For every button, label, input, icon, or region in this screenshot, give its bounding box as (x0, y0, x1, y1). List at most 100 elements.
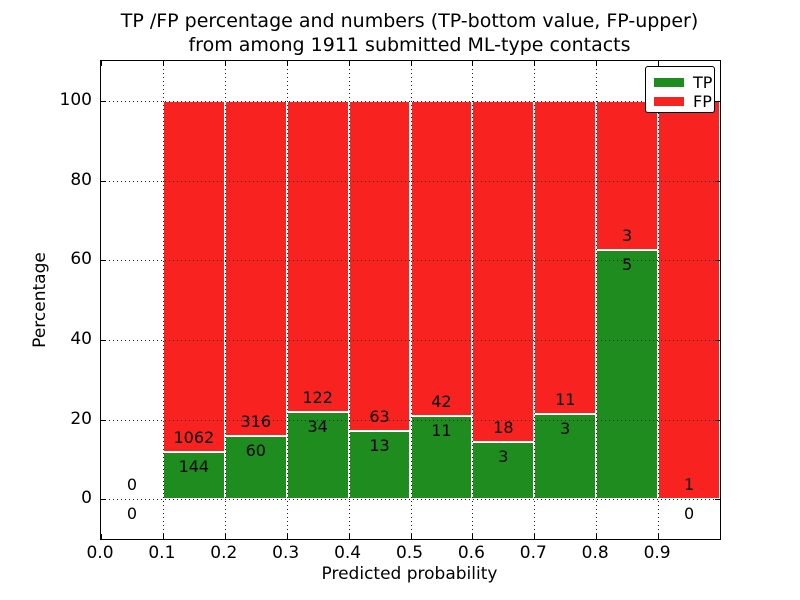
y-tick-label: 40 (70, 328, 92, 349)
fp-bar-segment (286, 100, 349, 413)
fp-bar-segment (472, 100, 535, 443)
x-tick-mark-bottom (101, 534, 102, 539)
x-tick-label: 0.7 (519, 543, 547, 563)
plot-area: 0 0 1062 144 316 60 122 34 63 13 42 11 18 3 11 3 3 5 1 0 (100, 60, 721, 540)
fp-count-label: 316 (240, 411, 272, 431)
x-tick-mark-top (596, 61, 598, 66)
tp-count-label: 3 (498, 447, 509, 467)
tp-count-label: 144 (178, 456, 210, 476)
y-tick-mark-right (715, 499, 720, 501)
x-tick-label: 0.9 (643, 543, 671, 563)
y-tick-label: 60 (70, 249, 92, 270)
x-gridline (658, 61, 660, 539)
x-gridline (472, 61, 474, 539)
tp-legend-label: TP (693, 72, 713, 92)
tp-bar-segment (224, 435, 287, 500)
fp-count-label: 1062 (173, 427, 215, 447)
fp-bar-segment (348, 100, 411, 432)
x-tick-label: 0.1 (148, 543, 176, 563)
x-tick-mark-bottom (472, 534, 474, 539)
x-gridline (286, 61, 288, 539)
fp-legend-swatch (654, 97, 684, 106)
x-gridline (534, 61, 536, 539)
tp-count-label: 5 (622, 255, 633, 275)
x-tick-mark-top (286, 61, 288, 66)
legend: TP FP (645, 66, 715, 113)
tp-bar-segment (348, 431, 411, 500)
fp-count-label: 122 (302, 388, 333, 408)
legend-item-fp: FP (654, 92, 714, 111)
fp-bar-segment (162, 100, 225, 452)
y-tick-mark-right (715, 100, 720, 102)
y-tick-label: 100 (59, 89, 92, 110)
x-axis-label: Predicted probability (321, 564, 498, 584)
fp-legend-label: FP (693, 91, 712, 111)
x-gridline (596, 61, 598, 539)
tp-count-label: 13 (369, 436, 390, 456)
x-gridline (224, 61, 226, 539)
x-gridline (410, 61, 412, 539)
chart-title-line1: TP /FP percentage and numbers (TP-bottom… (120, 10, 699, 32)
x-tick-label: 0.8 (581, 543, 609, 563)
x-tick-mark-top (658, 61, 660, 66)
x-tick-label: 0.2 (210, 543, 238, 563)
x-tick-label: 0.3 (272, 543, 300, 563)
y-tick-mark-left (101, 180, 106, 182)
tp-count-label: 0 (683, 504, 695, 524)
x-tick-mark-bottom (596, 534, 598, 539)
y-tick-mark-right (715, 419, 720, 421)
x-tick-mark-top (224, 61, 226, 66)
y-tick-label: 80 (70, 169, 92, 190)
y-tick-mark-left (101, 419, 106, 421)
fp-bar-segment (534, 100, 597, 414)
x-tick-mark-top (101, 61, 102, 66)
fp-count-label: 0 (126, 475, 138, 495)
fp-bar-segment (658, 100, 720, 500)
tp-count-label: 34 (307, 417, 328, 437)
y-tick-mark-left (101, 260, 106, 262)
tp-count-label: 3 (560, 418, 571, 438)
fp-count-label: 1 (683, 475, 695, 495)
fp-bar-segment (224, 100, 287, 436)
tp-legend-swatch (654, 78, 684, 87)
x-tick-label: 0.6 (457, 543, 485, 563)
y-tick-mark-left (101, 499, 106, 501)
x-tick-mark-bottom (658, 534, 660, 539)
y-tick-label: 20 (70, 408, 92, 429)
fp-count-label: 11 (555, 389, 576, 409)
x-tick-mark-bottom (286, 534, 288, 539)
x-tick-label: 0.0 (86, 543, 114, 563)
tp-bar-segment (472, 442, 535, 500)
fp-count-label: 42 (431, 392, 452, 412)
x-gridline (162, 61, 164, 539)
x-tick-mark-top (534, 61, 536, 66)
x-tick-mark-bottom (534, 534, 536, 539)
x-tick-mark-bottom (224, 534, 226, 539)
y-tick-mark-right (715, 180, 720, 182)
y-tick-mark-right (715, 260, 720, 262)
y-tick-mark-right (715, 339, 720, 341)
tp-count-label: 0 (126, 504, 138, 524)
x-tick-mark-bottom (410, 534, 412, 539)
x-tick-mark-top (472, 61, 474, 66)
y-tick-mark-left (101, 100, 106, 102)
tp-bar-segment (596, 250, 659, 500)
tp-bar-segment (162, 451, 225, 500)
y-tick-mark-left (101, 339, 106, 341)
x-tick-mark-bottom (162, 534, 164, 539)
fp-count-label: 18 (493, 418, 514, 438)
legend-item-tp: TP (654, 73, 714, 92)
x-gridline (348, 61, 350, 539)
x-tick-mark-top (410, 61, 412, 66)
chart-title-line2: from among 1911 submitted ML-type contac… (188, 34, 631, 56)
y-tick-label: 0 (81, 488, 92, 509)
x-tick-mark-top (348, 61, 350, 66)
fp-count-label: 63 (369, 407, 390, 427)
x-tick-mark-top (162, 61, 164, 66)
tp-count-label: 11 (431, 421, 452, 441)
tp-count-label: 60 (245, 440, 266, 460)
fp-count-label: 3 (622, 226, 633, 246)
fp-bar-segment (410, 100, 473, 417)
x-tick-label: 0.4 (334, 543, 362, 563)
